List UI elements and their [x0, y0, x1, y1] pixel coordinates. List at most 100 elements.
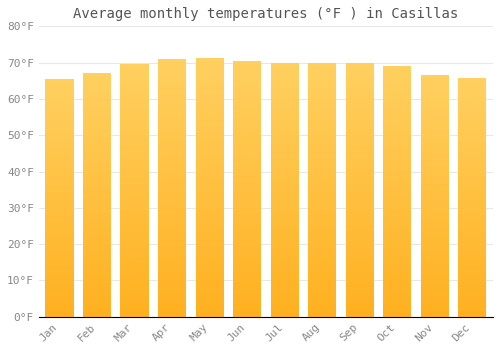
Bar	[346, 257, 374, 260]
Bar	[458, 111, 486, 114]
Bar	[270, 193, 299, 196]
Bar	[233, 179, 261, 182]
Bar	[196, 107, 224, 110]
Bar	[308, 91, 336, 95]
Bar	[196, 291, 224, 294]
Bar	[421, 244, 449, 247]
Bar	[383, 195, 412, 198]
Bar	[270, 183, 299, 187]
Bar	[233, 256, 261, 259]
Bar	[458, 164, 486, 167]
Bar	[196, 94, 224, 97]
Bar	[83, 131, 111, 134]
Bar	[383, 188, 412, 191]
Bar	[233, 224, 261, 227]
Bar	[421, 166, 449, 169]
Bar	[196, 184, 224, 188]
Bar	[196, 298, 224, 301]
Bar	[270, 244, 299, 247]
Bar	[196, 256, 224, 259]
Bar	[346, 260, 374, 263]
Bar	[46, 124, 74, 126]
Bar	[120, 127, 148, 131]
Bar	[421, 157, 449, 160]
Bar	[83, 119, 111, 122]
Bar	[46, 210, 74, 213]
Bar	[83, 159, 111, 162]
Bar	[270, 307, 299, 310]
Bar	[346, 190, 374, 193]
Bar	[83, 128, 111, 131]
Bar	[308, 107, 336, 110]
Bar	[308, 209, 336, 212]
Bar	[233, 269, 261, 272]
Bar	[233, 125, 261, 128]
Bar	[270, 171, 299, 174]
Bar	[46, 308, 74, 311]
Bar	[120, 175, 148, 178]
Bar	[46, 257, 74, 260]
Bar	[158, 194, 186, 197]
Bar	[196, 97, 224, 100]
Bar	[233, 202, 261, 205]
Bar	[83, 207, 111, 210]
Bar	[421, 142, 449, 145]
Bar	[346, 73, 374, 76]
Bar	[83, 74, 111, 77]
Bar	[383, 241, 412, 245]
Bar	[120, 216, 148, 219]
Bar	[46, 91, 74, 94]
Bar	[308, 183, 336, 187]
Bar	[270, 282, 299, 285]
Bar	[233, 291, 261, 294]
Bar	[83, 156, 111, 159]
Bar	[120, 210, 148, 213]
Bar	[346, 187, 374, 190]
Bar	[46, 201, 74, 204]
Bar	[270, 202, 299, 205]
Bar	[458, 314, 486, 317]
Bar	[346, 165, 374, 168]
Bar	[233, 160, 261, 163]
Bar	[270, 174, 299, 177]
Bar	[196, 262, 224, 265]
Bar	[46, 186, 74, 189]
Bar	[196, 104, 224, 107]
Bar	[270, 152, 299, 155]
Bar	[346, 209, 374, 212]
Bar	[196, 246, 224, 249]
Bar	[46, 225, 74, 228]
Bar	[308, 234, 336, 237]
Bar	[346, 263, 374, 266]
Bar	[458, 197, 486, 200]
Bar	[421, 199, 449, 202]
Bar	[83, 110, 111, 113]
Bar	[196, 204, 224, 207]
Bar	[196, 207, 224, 210]
Bar	[383, 232, 412, 235]
Bar	[83, 144, 111, 147]
Bar	[120, 273, 148, 276]
Bar	[421, 311, 449, 314]
Bar	[308, 187, 336, 190]
Bar	[196, 126, 224, 130]
Bar	[158, 69, 186, 72]
Bar	[158, 201, 186, 204]
Bar	[196, 136, 224, 139]
Bar	[120, 200, 148, 203]
Bar	[233, 259, 261, 262]
Bar	[270, 212, 299, 215]
Bar	[120, 86, 148, 90]
Bar	[346, 149, 374, 152]
Bar	[158, 91, 186, 95]
Bar	[421, 78, 449, 81]
Bar	[308, 123, 336, 126]
Bar	[46, 97, 74, 100]
Bar	[83, 274, 111, 277]
Bar	[46, 177, 74, 180]
Bar	[120, 251, 148, 254]
Bar	[458, 186, 486, 188]
Bar	[383, 245, 412, 248]
Bar	[46, 114, 74, 118]
Bar	[308, 155, 336, 158]
